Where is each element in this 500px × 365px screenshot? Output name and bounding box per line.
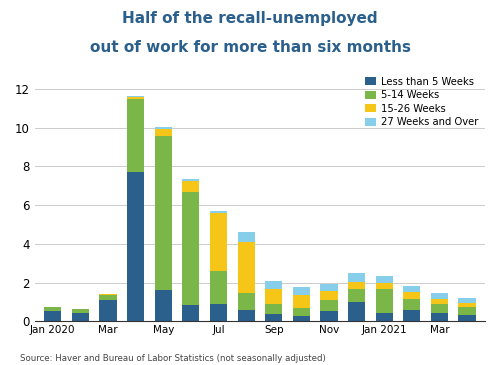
Bar bbox=[100, 294, 116, 295]
Bar bbox=[182, 192, 200, 305]
Bar bbox=[238, 310, 254, 321]
Bar bbox=[404, 299, 420, 310]
Bar bbox=[458, 298, 475, 303]
Bar bbox=[376, 276, 393, 283]
Bar bbox=[127, 99, 144, 172]
Bar bbox=[100, 300, 116, 321]
Bar bbox=[154, 290, 172, 321]
Bar bbox=[293, 308, 310, 316]
Bar bbox=[182, 179, 200, 181]
Text: out of work for more than six months: out of work for more than six months bbox=[90, 40, 410, 55]
Bar bbox=[127, 172, 144, 321]
Bar bbox=[154, 137, 172, 290]
Bar bbox=[182, 181, 200, 192]
Bar bbox=[458, 307, 475, 315]
Bar bbox=[44, 311, 62, 321]
Bar bbox=[348, 289, 365, 302]
Legend: Less than 5 Weeks, 5-14 Weeks, 15-26 Weeks, 27 Weeks and Over: Less than 5 Weeks, 5-14 Weeks, 15-26 Wee… bbox=[362, 75, 480, 129]
Bar bbox=[431, 304, 448, 314]
Bar bbox=[348, 281, 365, 289]
Text: Half of the recall-unemployed: Half of the recall-unemployed bbox=[122, 11, 378, 26]
Bar bbox=[154, 129, 172, 137]
Bar bbox=[127, 96, 144, 97]
Bar bbox=[210, 304, 227, 321]
Bar bbox=[293, 287, 310, 295]
Bar bbox=[348, 273, 365, 281]
Bar bbox=[265, 281, 282, 289]
Bar bbox=[210, 271, 227, 304]
Text: Source: Haver and Bureau of Labor Statistics (not seasonally adjusted): Source: Haver and Bureau of Labor Statis… bbox=[20, 354, 326, 363]
Bar bbox=[210, 213, 227, 271]
Bar bbox=[182, 305, 200, 321]
Bar bbox=[431, 299, 448, 304]
Bar bbox=[265, 304, 282, 315]
Bar bbox=[238, 293, 254, 310]
Bar bbox=[293, 295, 310, 308]
Bar bbox=[404, 310, 420, 321]
Bar bbox=[458, 303, 475, 307]
Bar bbox=[376, 312, 393, 321]
Bar bbox=[265, 289, 282, 304]
Bar bbox=[238, 242, 254, 293]
Bar bbox=[44, 307, 62, 311]
Bar bbox=[431, 293, 448, 299]
Bar bbox=[320, 300, 338, 311]
Bar bbox=[376, 283, 393, 289]
Bar bbox=[431, 314, 448, 321]
Bar bbox=[238, 232, 254, 242]
Bar bbox=[404, 287, 420, 292]
Bar bbox=[127, 97, 144, 99]
Bar bbox=[265, 315, 282, 321]
Bar bbox=[72, 309, 89, 312]
Bar bbox=[404, 292, 420, 299]
Bar bbox=[100, 295, 116, 300]
Bar bbox=[154, 127, 172, 129]
Bar bbox=[320, 311, 338, 321]
Bar bbox=[72, 312, 89, 321]
Bar bbox=[458, 315, 475, 321]
Bar bbox=[376, 289, 393, 312]
Bar bbox=[320, 284, 338, 291]
Bar bbox=[320, 291, 338, 300]
Bar bbox=[293, 316, 310, 321]
Bar bbox=[210, 211, 227, 213]
Bar bbox=[348, 302, 365, 321]
